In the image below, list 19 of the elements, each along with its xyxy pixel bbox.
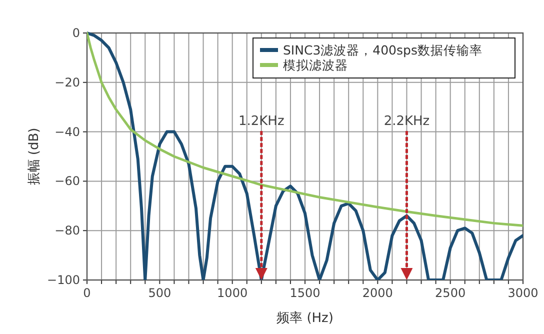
x-tick-label: 2000 <box>362 286 393 300</box>
x-tick-label: 2500 <box>435 286 466 300</box>
x-tick-label: 0 <box>83 286 91 300</box>
x-tick-label: 3000 <box>508 286 538 300</box>
y-tick-label: 0 <box>72 26 80 40</box>
y-axis-title: 振幅 (dB) <box>27 128 42 186</box>
y-tick-label: −20 <box>54 75 80 90</box>
y-tick-label: −80 <box>54 224 80 238</box>
x-tick-label: 500 <box>148 286 172 300</box>
x-axis-title: 频率 (Hz) <box>276 310 334 326</box>
y-tick-label: −40 <box>54 124 80 139</box>
ref-line-label: 2.2KHz <box>384 114 430 129</box>
x-tick-label: 1000 <box>217 286 248 300</box>
x-tick-label: 1500 <box>290 286 320 300</box>
ref-line-label: 1.2KHz <box>238 114 284 129</box>
legend-label: 模拟滤波器 <box>283 58 348 72</box>
legend-label: SINC3滤波器，400sps数据传输率 <box>283 42 482 58</box>
y-tick-label: −60 <box>54 174 80 188</box>
y-tick-label: −100 <box>47 273 80 287</box>
